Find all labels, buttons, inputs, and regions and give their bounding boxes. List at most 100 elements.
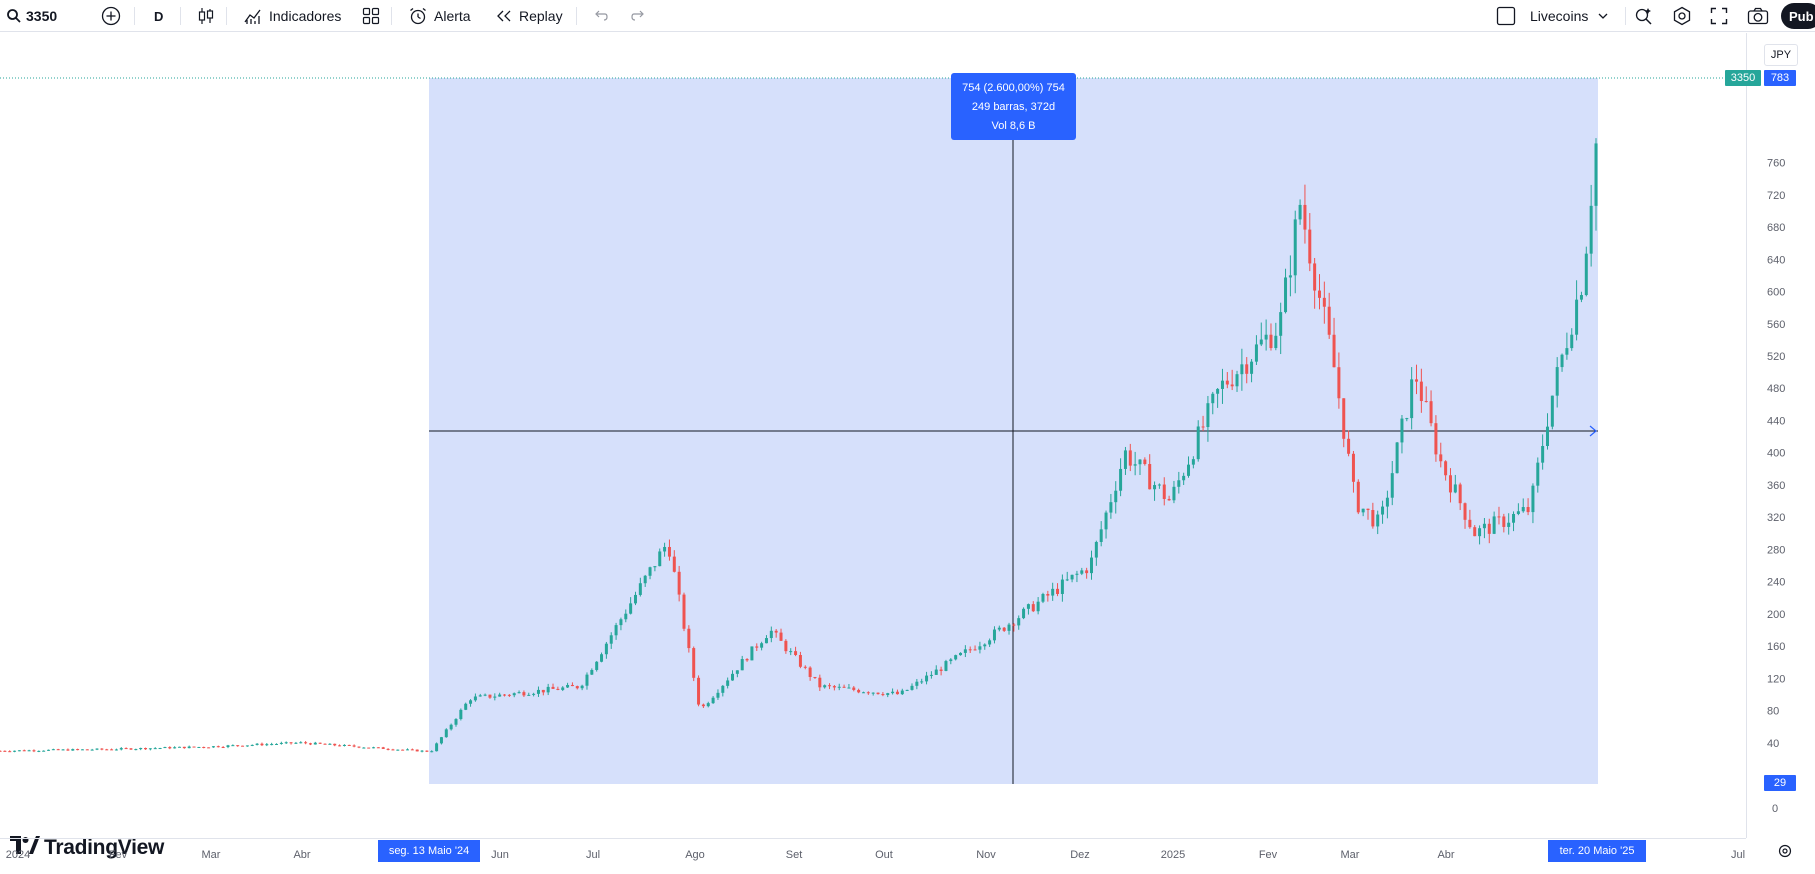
candle-body (1119, 468, 1123, 491)
chart-pane[interactable]: 754 (2.600,00%) 754 249 barras, 372d Vol… (0, 33, 1746, 859)
candle-body (1007, 624, 1011, 631)
candle-body (512, 693, 516, 696)
candle-body (1526, 507, 1530, 513)
candlestick-chart[interactable] (0, 33, 1746, 838)
candle-body (1288, 275, 1292, 278)
candle-body (430, 751, 434, 753)
measure-tooltip-change: 754 (2.600,00%) 754 (962, 82, 1065, 94)
settings-button[interactable] (1672, 0, 1692, 32)
candle-body (90, 749, 94, 751)
candle-body (1400, 418, 1404, 443)
candle-body (774, 630, 778, 633)
publish-button[interactable]: Pub (1781, 3, 1815, 29)
candle-body (444, 729, 448, 738)
candle-body (1211, 393, 1215, 404)
quick-search-button[interactable] (1634, 0, 1654, 32)
fullscreen-button[interactable] (1710, 0, 1728, 32)
compare-symbol-button[interactable] (101, 0, 121, 32)
candle-body (949, 659, 953, 662)
candle-body (1254, 344, 1258, 362)
candle-body (376, 747, 380, 749)
candle-body (745, 659, 749, 661)
toolbar-divider (391, 7, 392, 25)
undo-icon (593, 8, 609, 24)
candle-body (1012, 624, 1016, 626)
candle-body (231, 745, 235, 747)
candle-body (527, 694, 531, 696)
candle-body (1065, 579, 1069, 581)
candle-body (1424, 401, 1428, 403)
account-menu-button[interactable]: Livecoins (1530, 0, 1608, 32)
candle-body (1240, 364, 1244, 375)
candle-body (0, 750, 2, 752)
undo-button[interactable] (593, 0, 609, 32)
candle-body (182, 746, 186, 749)
candle-body (338, 745, 342, 747)
candle-body (439, 737, 443, 744)
alert-button[interactable]: Alerta (408, 0, 471, 32)
candle-body (415, 749, 419, 752)
price-tick-label: 40 (1767, 738, 1779, 750)
chart-settings-button[interactable] (1774, 842, 1796, 864)
tradingview-logo[interactable]: TradingView (10, 836, 164, 860)
redo-button[interactable] (630, 0, 646, 32)
candle-body (1313, 263, 1317, 291)
candle-body (1123, 450, 1127, 469)
candle-body (1507, 522, 1511, 527)
candle-body (1269, 334, 1273, 349)
candle-body (905, 689, 909, 691)
candle-body (342, 744, 346, 746)
chart-type-button[interactable] (197, 0, 215, 32)
currency-selector[interactable]: JPY (1764, 44, 1798, 66)
candle-body (682, 594, 686, 629)
candle-body (1458, 484, 1462, 504)
candle-body (270, 744, 274, 746)
price-tick-label: 440 (1767, 415, 1785, 427)
candle-body (459, 709, 463, 720)
candle-body (1225, 380, 1229, 385)
candle-body (221, 747, 225, 749)
time-axis[interactable]: 2024 Fev Mar Abr Jun Jul Ago Set Out Nov Dez 2025 Fe… (0, 838, 1746, 868)
candle-body (56, 749, 60, 751)
replay-button[interactable]: Replay (495, 0, 563, 32)
price-tick-label: 240 (1767, 577, 1785, 589)
layout-select-button[interactable] (1496, 0, 1516, 32)
candle-body (813, 676, 817, 678)
candle-body (1395, 442, 1399, 474)
snapshot-button[interactable] (1747, 0, 1769, 32)
candle-body (711, 697, 715, 704)
candle-body (1308, 229, 1312, 264)
templates-button[interactable] (362, 0, 380, 32)
symbol-search-button[interactable]: 3350 (6, 0, 57, 32)
search-icon (6, 8, 22, 24)
candle-body (498, 694, 502, 697)
candle-body (687, 628, 691, 649)
candle-body (755, 646, 759, 648)
price-tick-label: 200 (1767, 609, 1785, 621)
candle-body (1594, 143, 1598, 206)
candle-body (144, 747, 148, 750)
indicators-button[interactable]: Indicadores (243, 0, 341, 32)
candle-body (76, 749, 80, 751)
candle-body (609, 635, 613, 644)
candle-body (1056, 588, 1060, 594)
candle-body (1133, 464, 1137, 466)
candle-body (454, 719, 458, 725)
candle-body (1351, 453, 1355, 482)
candle-body (367, 747, 371, 749)
measure-tooltip-bars: 249 barras, 372d (971, 101, 1056, 113)
candle-body (988, 640, 992, 645)
interval-button[interactable]: D (154, 8, 164, 24)
time-tick-label: Jul (1731, 849, 1745, 861)
candle-body (410, 749, 414, 751)
candle-body (595, 661, 599, 670)
time-tick-label: Out (875, 849, 893, 861)
candle-body (245, 745, 249, 747)
price-axis[interactable]: 40 80 120 160 200 240 280 320 360 400 440 480 520 560… (1746, 33, 1815, 838)
candle-body (604, 643, 608, 655)
candle-body (168, 747, 172, 749)
candle-body (464, 703, 468, 710)
candle-body (517, 692, 521, 694)
top-toolbar: 3350 D Indicadores Alerta Replay (0, 0, 1815, 32)
candle-body (1589, 205, 1593, 254)
